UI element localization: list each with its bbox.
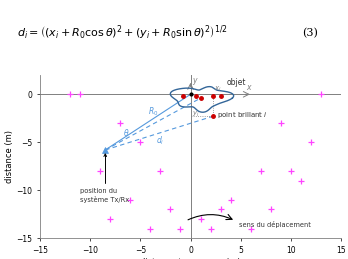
Text: position du
système Tx/Rx: position du système Tx/Rx [80,154,129,203]
X-axis label: distance transverse (m): distance transverse (m) [140,258,241,259]
Text: (3): (3) [302,27,318,38]
Y-axis label: distance (m): distance (m) [5,130,14,183]
Text: $x_i$: $x_i$ [214,85,221,94]
Text: sens du déplacement: sens du déplacement [239,221,310,228]
Text: $\theta$: $\theta$ [123,127,130,138]
Text: $d_i$: $d_i$ [156,135,164,147]
Text: $y$: $y$ [192,76,199,87]
Text: $y_i$: $y_i$ [192,109,200,119]
Text: $R_0$: $R_0$ [148,105,158,118]
Text: $d_i = \left(\left(x_i + R_0\cos\theta\right)^2 + \left(y_i + R_0\sin\theta\righ: $d_i = \left(\left(x_i + R_0\cos\theta\r… [17,23,227,42]
Text: $x$: $x$ [246,83,253,91]
Text: objet: objet [227,78,246,87]
Text: point brillant $i$: point brillant $i$ [216,110,268,120]
